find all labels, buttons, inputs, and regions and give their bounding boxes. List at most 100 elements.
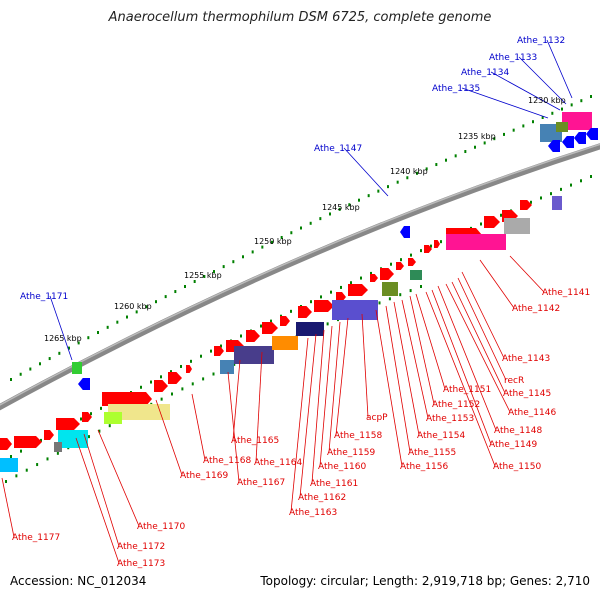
tick-dot — [464, 150, 467, 154]
tick-dot — [358, 198, 360, 202]
gene-label: Athe_1142 — [512, 304, 560, 314]
tick-dot — [171, 392, 173, 396]
tick-dot — [77, 341, 80, 345]
cog-box — [58, 430, 88, 448]
forward-gene — [82, 412, 92, 422]
forward-gene — [214, 346, 224, 356]
cog-box — [296, 322, 324, 336]
leader-line — [319, 325, 333, 467]
tick-dot — [160, 375, 162, 379]
tick-dot — [280, 235, 283, 239]
leader-line — [343, 147, 389, 197]
gene-label: Athe_1152 — [432, 400, 480, 410]
cog-box — [446, 234, 506, 250]
tick-dot — [329, 212, 331, 216]
leader-line — [227, 371, 240, 483]
tick-dot — [570, 183, 572, 187]
leader-line — [155, 399, 183, 476]
cog-box — [104, 412, 122, 424]
tick-dot — [399, 293, 402, 297]
tick-dot — [80, 417, 82, 421]
gene-label: Athe_1148 — [494, 426, 542, 436]
forward-gene — [44, 430, 54, 440]
leader-line — [290, 337, 309, 513]
tick-dot — [480, 222, 482, 226]
leader-line — [328, 321, 341, 453]
forward-gene — [434, 240, 440, 248]
tick-dot — [570, 103, 573, 107]
green-tick-dots — [5, 95, 592, 483]
gene-label: Athe_1156 — [400, 462, 448, 472]
tick-dot — [271, 240, 273, 244]
tick-dot — [10, 455, 12, 458]
tick-dot — [340, 285, 342, 289]
gene-label: Athe_1146 — [508, 408, 556, 418]
tick-dot — [170, 370, 172, 374]
leader-line — [299, 333, 317, 498]
gene-label: Athe_1168 — [203, 456, 251, 466]
tick-dot — [190, 359, 192, 363]
gene-label: Athe_1158 — [334, 431, 382, 441]
gene-label: Athe_1172 — [117, 542, 165, 552]
leader-line — [255, 351, 263, 463]
tick-dot — [48, 357, 51, 361]
tick-dot — [550, 192, 552, 196]
kbp-tick-label: 1265 kbp — [44, 334, 82, 343]
tick-dot — [212, 372, 215, 376]
tick-dot — [530, 200, 532, 204]
leader-line — [375, 309, 403, 467]
gene-label: Athe_1159 — [327, 448, 375, 458]
tick-dot — [20, 449, 22, 453]
gene-label: Athe_1151 — [443, 385, 491, 395]
forward-gene — [186, 365, 192, 373]
leader-line — [451, 281, 506, 394]
tick-dot — [560, 187, 562, 191]
leader-line — [97, 429, 140, 527]
gene-label: Athe_1135 — [432, 84, 480, 94]
gene-label: Athe_1164 — [254, 458, 302, 468]
tick-dot — [310, 300, 312, 304]
cog-box — [234, 346, 274, 364]
tick-dot — [400, 258, 402, 262]
reverse-gene — [562, 136, 574, 148]
kbp-ticks: 1230 kbp 1235 kbp 1240 kbp 1245 kbp 1250 kbp… — [44, 96, 566, 343]
tick-dot — [406, 176, 409, 180]
tick-dot — [396, 180, 399, 184]
leader-line — [445, 283, 511, 413]
tick-dot — [19, 372, 22, 376]
tick-dot — [290, 309, 292, 313]
tick-dot — [145, 305, 148, 309]
tick-dot — [350, 281, 352, 285]
tick-dot — [590, 175, 592, 178]
leader-line — [409, 295, 435, 405]
gene-label: Athe_1149 — [489, 440, 537, 450]
leader-line — [191, 393, 206, 461]
tick-dot — [135, 310, 138, 314]
forward-gene — [262, 322, 278, 334]
cog-box — [410, 270, 422, 280]
leader-line — [385, 305, 411, 453]
tick-dot — [390, 262, 392, 266]
cog-box — [108, 404, 170, 420]
gene-label: recR — [504, 376, 524, 386]
cog-box — [272, 336, 298, 350]
forward-gene — [484, 216, 500, 228]
leader-line — [311, 329, 325, 484]
tick-dot — [106, 325, 109, 329]
gene-label: Athe_1133 — [489, 53, 537, 63]
tick-dot — [483, 141, 486, 145]
tick-dot — [512, 128, 515, 132]
leader-line — [361, 313, 369, 418]
tick-dot — [580, 99, 583, 103]
kbp-tick-label: 1240 kbp — [390, 167, 428, 176]
leader-line — [461, 271, 505, 359]
gene-label: Athe_1165 — [231, 436, 279, 446]
accession-text: Accession: NC_012034 — [10, 574, 147, 588]
forward-gene — [520, 200, 532, 210]
tick-dot — [326, 322, 329, 326]
tick-dot — [388, 297, 391, 301]
tick-dot — [97, 331, 99, 335]
tick-dot — [561, 107, 563, 111]
forward-gene — [336, 292, 346, 302]
tick-dot — [25, 468, 28, 472]
